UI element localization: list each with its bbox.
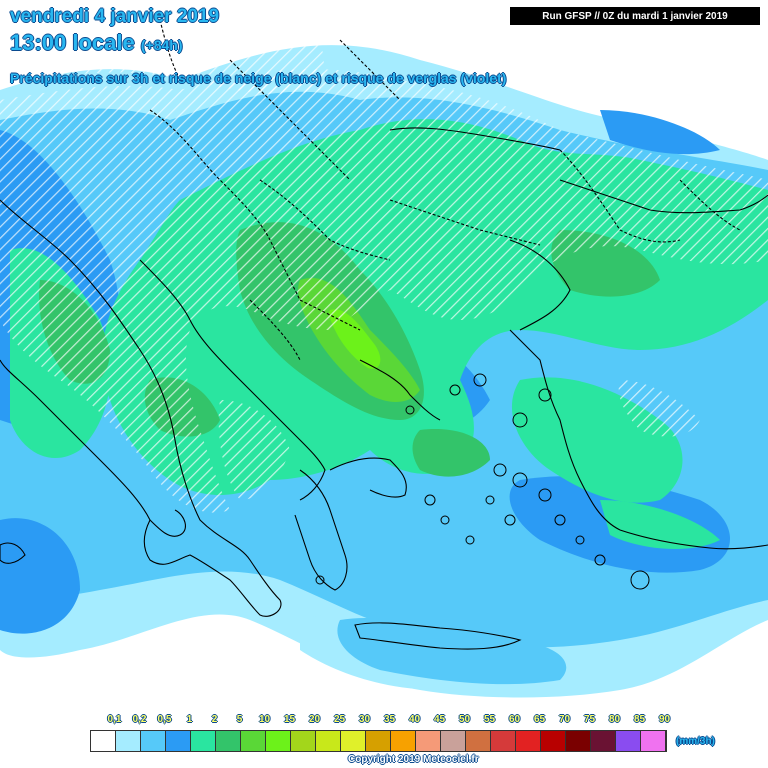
legend-swatch [166, 731, 191, 751]
legend-swatch [566, 731, 591, 751]
legend-swatch [541, 731, 566, 751]
forecast-time-label: 13:00 locale [10, 30, 135, 55]
legend-swatch [266, 731, 291, 751]
legend-label: 75 [583, 714, 596, 725]
legend-label: 50 [458, 714, 471, 725]
legend-swatch [116, 731, 141, 751]
legend-label: 0,5 [157, 714, 172, 725]
legend-label: 65 [533, 714, 546, 725]
legend-label: 1 [186, 714, 193, 725]
legend-labels: 0,1 0,2 0,5 1 2 5 10 15 20 25 30 35 40 45 50 55 60 65 70 75… [90, 714, 671, 728]
legend-label: 70 [558, 714, 571, 725]
legend-label: 85 [633, 714, 646, 725]
legend-color-bar [90, 730, 667, 752]
legend-label: 35 [383, 714, 396, 725]
forecast-time: 13:00 locale (+84h) [10, 30, 183, 56]
legend-swatch [141, 731, 166, 751]
legend-swatch [466, 731, 491, 751]
legend-swatch [641, 731, 666, 751]
snow-risk-hatching [0, 0, 768, 513]
legend-swatch [366, 731, 391, 751]
legend-swatch [441, 731, 466, 751]
legend-label: 20 [308, 714, 321, 725]
forecast-date: vendredi 4 janvier 2019 [10, 6, 220, 27]
legend-label: 5 [236, 714, 243, 725]
legend-label: 0,2 [132, 714, 147, 725]
country-borders [0, 19, 768, 650]
copyright-text: Copyright 2019 Meteociel.fr [348, 754, 479, 765]
legend-label: 80 [608, 714, 621, 725]
map-description: Précipitations sur 3h et risque de neige… [10, 70, 507, 86]
legend-label: 40 [408, 714, 421, 725]
forecast-lead-time: (+84h) [140, 37, 183, 53]
legend-swatch [391, 731, 416, 751]
aegean-islands [315, 373, 650, 590]
legend-label: 2 [211, 714, 218, 725]
legend-label: 0,1 [107, 714, 122, 725]
legend-label: 10 [258, 714, 271, 725]
legend-swatch [616, 731, 641, 751]
legend-swatch [191, 731, 216, 751]
run-info-box: Run GFSP // 0Z du mardi 1 janvier 2019 [510, 7, 760, 25]
legend-swatch [291, 731, 316, 751]
legend-label: 25 [333, 714, 346, 725]
legend-label: 15 [283, 714, 296, 725]
legend-swatch [316, 731, 341, 751]
legend-swatch [491, 731, 516, 751]
legend-swatch [216, 731, 241, 751]
legend-swatch [241, 731, 266, 751]
legend-label: 30 [358, 714, 371, 725]
legend-label: 45 [433, 714, 446, 725]
legend-label: 90 [658, 714, 671, 725]
legend-units: (mm/3h) [676, 736, 715, 747]
legend-label: 60 [508, 714, 521, 725]
legend-label: 55 [483, 714, 496, 725]
legend-swatch [516, 731, 541, 751]
legend-swatch [341, 731, 366, 751]
legend-swatch [416, 731, 441, 751]
legend-swatch [91, 731, 116, 751]
legend-swatch [591, 731, 616, 751]
